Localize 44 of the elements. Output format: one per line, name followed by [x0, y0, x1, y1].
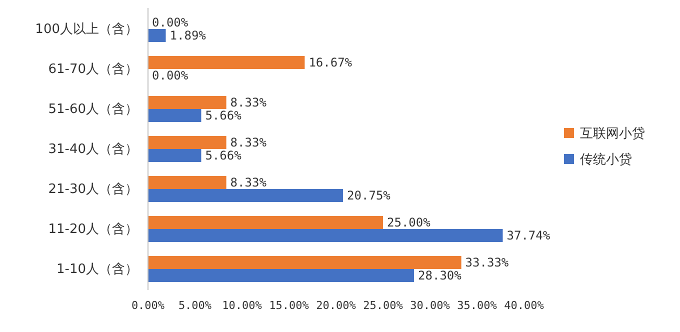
x-tick-label: 35.00% [457, 298, 498, 312]
data-label: 28.30% [418, 268, 462, 283]
y-tick-label: 1-10人（含） [56, 262, 138, 278]
data-label: 8.33% [230, 96, 268, 110]
bar [148, 229, 503, 242]
bar [148, 56, 305, 69]
y-tick-label: 21-30人（含） [48, 182, 138, 198]
y-tick-label: 11-20人（含） [48, 222, 138, 238]
x-tick-label: 30.00% [410, 298, 450, 312]
data-label: 5.66% [205, 148, 242, 163]
data-label: 0.00% [152, 16, 189, 30]
data-label: 33.33% [465, 256, 510, 270]
bar [148, 189, 344, 202]
bar [148, 176, 226, 189]
bar [148, 216, 383, 229]
x-tick-label: 10.00% [222, 298, 262, 312]
y-tick-label: 100人以上（含） [35, 22, 138, 38]
bar [148, 256, 462, 269]
bar [148, 269, 414, 282]
x-tick-label: 5.00% [178, 298, 212, 312]
data-label: 16.67% [308, 56, 353, 70]
y-tick-label: 51-60人（含） [48, 102, 138, 118]
data-label: 0.00% [152, 68, 189, 83]
data-label: 37.74% [506, 228, 551, 243]
y-tick-label: 31-40人（含） [48, 142, 138, 158]
bar [148, 29, 166, 42]
bar [148, 149, 202, 162]
x-tick-label: 40.00% [504, 298, 544, 312]
data-label: 20.75% [347, 188, 392, 203]
x-tick-label: 0.00% [131, 298, 165, 312]
data-label: 5.66% [205, 108, 242, 123]
bar [148, 136, 226, 149]
x-tick-label: 20.00% [316, 298, 356, 312]
legend-label: 传统小贷 [580, 152, 632, 168]
bar [148, 109, 202, 122]
data-label: 8.33% [230, 176, 268, 190]
bar [148, 96, 226, 109]
data-label: 25.00% [387, 216, 432, 230]
data-label: 1.89% [170, 28, 207, 43]
y-tick-label: 61-70人（含） [48, 62, 138, 78]
data-label: 8.33% [230, 136, 268, 150]
legend-label: 互联网小贷 [580, 126, 645, 142]
x-tick-label: 15.00% [269, 298, 310, 312]
x-tick-label: 25.00% [363, 298, 404, 312]
